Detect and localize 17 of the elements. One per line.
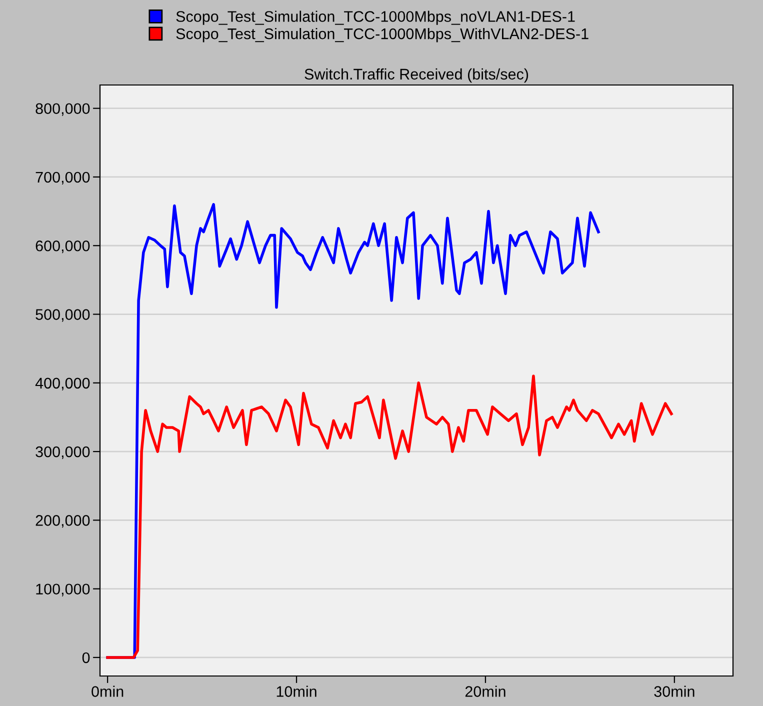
- y-tick-label: 500,000: [36, 309, 90, 322]
- y-tick-label: 700,000: [36, 172, 90, 184]
- x-tick-label: 30min: [654, 686, 694, 697]
- y-tick-label: 600,000: [36, 240, 90, 254]
- y-tick-label: 800,000: [36, 103, 90, 116]
- y-tick-label: 0: [82, 652, 90, 664]
- y-tick-label: 300,000: [36, 446, 90, 460]
- y-tick-label: 400,000: [35, 378, 90, 390]
- x-tick-label: 10min: [276, 686, 316, 697]
- y-tick-label: 200,000: [36, 515, 90, 528]
- legend-label: Scopo_Test_Simulation_TCC-1000Mbps_noVLAN1-DES-1: [176, 10, 575, 25]
- line-series: [106, 374, 673, 659]
- chart-title: Switch.Traffic Received (bits/sec): [304, 68, 528, 83]
- x-tick-label: 0min: [92, 686, 124, 697]
- x-tick-label: 20min: [465, 686, 506, 697]
- legend-label: Scopo_Test_Simulation_TCC-1000Mbps_WithVLAN2-DES-1: [176, 28, 588, 42]
- y-tick-label: 100,000: [36, 584, 90, 596]
